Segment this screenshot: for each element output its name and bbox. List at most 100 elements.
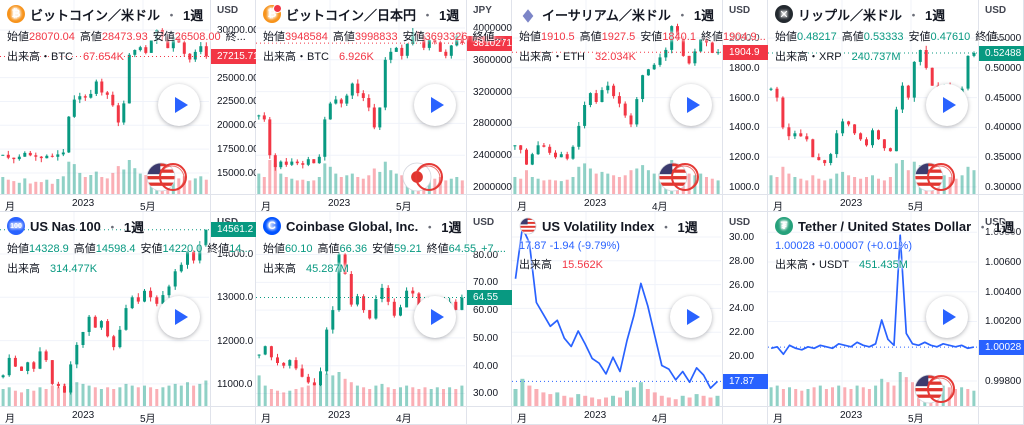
time-tick-label: 2023 <box>584 410 607 421</box>
play-icon <box>174 97 188 113</box>
jp-flag-logo <box>402 162 446 197</box>
axis-tick-label: 1000.0 <box>729 182 760 193</box>
axis-tick-label: 2800000 <box>473 118 512 129</box>
replay-play-button[interactable] <box>926 296 968 338</box>
axis-currency-label: USD <box>985 217 1007 228</box>
axis-tick-label: 1600.0 <box>729 93 760 104</box>
time-axis[interactable]: 月 2023 4月 <box>256 406 511 425</box>
time-tick-label: 4月 <box>652 414 668 425</box>
current-price-label: 17.87 <box>723 374 768 389</box>
time-tick-label: 月 <box>5 202 15 213</box>
price-axis[interactable]: USD 30.00 28.00 26.00 24.00 22.00 20.00 17.87 <box>722 212 768 424</box>
current-price-label: 0.52488 <box>979 46 1024 61</box>
us-flag-logo <box>146 162 190 197</box>
time-tick-label: 2023 <box>328 410 351 421</box>
time-tick-label: 月 <box>517 202 527 213</box>
axis-tick-label: 0.30000 <box>985 182 1022 193</box>
time-axis[interactable]: 月 2023 4月 <box>512 194 767 213</box>
replay-play-button[interactable] <box>926 84 968 126</box>
current-price-label: 1904.9 <box>723 45 768 60</box>
time-tick-label: 月 <box>261 414 271 425</box>
current-price-label: 14561.2 <box>211 222 256 237</box>
axis-tick-label: 0.45000 <box>985 93 1022 104</box>
chart-panel-btc-jpy: JPY 4000000 3600000 3200000 2800000 2400000 20… <box>256 0 512 213</box>
play-icon <box>942 97 956 113</box>
replay-play-button[interactable] <box>670 296 712 338</box>
axis-tick-label: 12000.0 <box>217 336 254 347</box>
axis-tick-label: 20.00 <box>729 351 755 362</box>
axis-tick-label: 11000.0 <box>217 379 253 390</box>
axis-currency-label: USD <box>985 5 1007 16</box>
axis-tick-label: 80.00 <box>473 250 499 261</box>
us-flag-logo <box>658 162 702 197</box>
axis-tick-label: 2000000 <box>473 182 512 193</box>
current-price-label: 3810271 <box>467 36 512 51</box>
axis-tick-label: 0.55000 <box>985 33 1022 44</box>
price-axis[interactable]: USD 30000.00 25000.00 22500.00 20000.00 17500… <box>210 0 259 211</box>
time-axis[interactable]: 月 2023 5月 <box>0 194 255 213</box>
axis-tick-label: 1.00600 <box>985 257 1022 268</box>
axis-tick-label: 1.00200 <box>985 316 1022 327</box>
chart-panel-tether-usd: USD 1.00800 1.00600 1.00400 1.00200 0.99800 1.… <box>768 212 1024 425</box>
replay-play-button[interactable] <box>414 84 456 126</box>
time-tick-label: 2023 <box>328 198 351 209</box>
replay-play-button[interactable] <box>414 296 456 338</box>
axis-tick-label: 70.00 <box>473 277 499 288</box>
axis-currency-label: JPY <box>473 5 492 16</box>
play-icon <box>686 309 700 325</box>
time-tick-label: 2023 <box>840 410 863 421</box>
time-tick-label: 5月 <box>908 414 924 425</box>
axis-currency-label: USD <box>729 5 751 16</box>
axis-tick-label: 22500.00 <box>217 96 259 107</box>
price-axis[interactable]: USD 1.00800 1.00600 1.00400 1.00200 0.99800 1.… <box>978 212 1024 424</box>
time-tick-label: 月 <box>773 414 783 425</box>
axis-tick-label: 4000000 <box>473 23 512 34</box>
time-axis[interactable]: 月 2023 4月 <box>512 406 767 425</box>
price-axis[interactable]: USD 0.55000 0.50000 0.45000 0.40000 0.35000 0.… <box>978 0 1024 211</box>
play-icon <box>430 97 444 113</box>
axis-tick-label: 60.00 <box>473 305 499 316</box>
time-axis[interactable]: 月 2023 5月 <box>256 194 511 213</box>
time-axis[interactable]: 月 2023 5月 <box>768 194 1023 213</box>
axis-tick-label: 30000.00 <box>217 25 259 36</box>
axis-currency-label: USD <box>473 217 495 228</box>
price-axis[interactable]: USD 80.00 70.00 60.00 50.00 40.00 30.00 64.55 <box>466 212 512 424</box>
time-tick-label: 4月 <box>396 414 412 425</box>
price-chart[interactable] <box>512 212 721 406</box>
time-tick-label: 2023 <box>840 198 863 209</box>
time-tick-label: 2023 <box>584 198 607 209</box>
chart-panel-btc-usd: USD 30000.00 25000.00 22500.00 20000.00 17500… <box>0 0 259 213</box>
time-tick-label: 4月 <box>652 202 668 213</box>
replay-play-button[interactable] <box>158 84 200 126</box>
axis-tick-label: 2000.0 <box>729 33 760 44</box>
price-axis[interactable]: USD 2000.0 1800.0 1600.0 1400.0 1200.0 1000.0 1… <box>722 0 768 211</box>
time-tick-label: 月 <box>773 202 783 213</box>
replay-play-button[interactable] <box>158 296 200 338</box>
price-chart[interactable] <box>512 0 721 194</box>
price-axis[interactable]: JPY 4000000 3600000 3200000 2800000 2400000 20… <box>466 0 512 211</box>
play-icon <box>430 309 444 325</box>
time-tick-label: 5月 <box>396 202 412 213</box>
axis-tick-label: 24.00 <box>729 303 755 314</box>
time-tick-label: 月 <box>5 414 15 425</box>
axis-currency-label: USD <box>217 5 239 16</box>
time-tick-label: 5月 <box>140 202 156 213</box>
axis-tick-label: 0.40000 <box>985 122 1022 133</box>
current-price-label: 64.55 <box>467 290 512 305</box>
axis-currency-label: USD <box>729 217 751 228</box>
axis-tick-label: 30.00 <box>473 388 499 399</box>
chart-panel-xrp-usd: USD 0.55000 0.50000 0.45000 0.40000 0.35000 0.… <box>768 0 1024 213</box>
axis-tick-label: 1800.0 <box>729 63 760 74</box>
axis-tick-label: 26.00 <box>729 280 755 291</box>
current-price-label: 1.00028 <box>979 340 1024 355</box>
axis-tick-label: 20000.00 <box>217 120 259 131</box>
axis-tick-label: 50.00 <box>473 333 499 344</box>
time-axis[interactable]: 月 2023 5月 <box>0 406 255 425</box>
axis-tick-label: 1400.0 <box>729 122 760 133</box>
time-tick-label: 5月 <box>140 414 156 425</box>
axis-tick-label: 22.00 <box>729 327 755 338</box>
replay-play-button[interactable] <box>670 84 712 126</box>
time-axis[interactable]: 月 2023 5月 <box>768 406 1023 425</box>
